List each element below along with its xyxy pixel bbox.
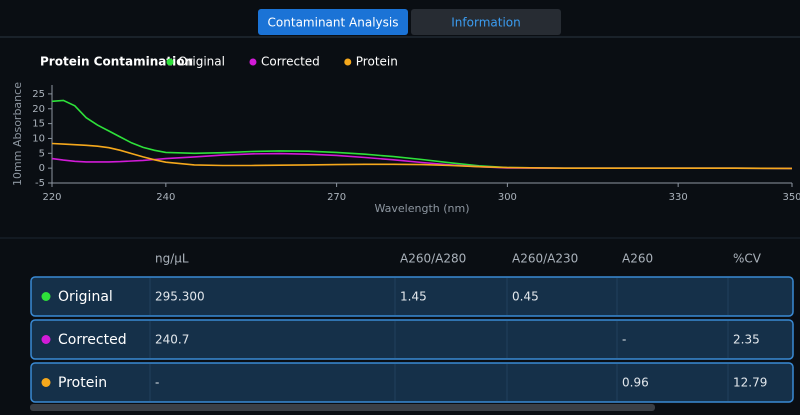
column-header: ng/µL (155, 252, 189, 266)
legend-label: Protein (356, 55, 398, 69)
y-tick-label: 5 (39, 148, 45, 159)
legend-label: Original (178, 55, 225, 69)
cell: 295.300 (155, 290, 205, 304)
x-axis-label: Wavelength (nm) (374, 202, 469, 215)
legend-dot (249, 58, 257, 66)
cell: - (155, 376, 159, 390)
cell: - (622, 333, 626, 347)
legend-dot (166, 58, 174, 66)
x-tick-label: 350 (782, 192, 800, 203)
series-line (51, 142, 793, 170)
x-tick-label: 240 (156, 192, 175, 203)
legend-label: Corrected (261, 55, 320, 69)
y-tick-label: 15 (32, 119, 45, 130)
cell: 0.45 (512, 290, 539, 304)
cell: 240.7 (155, 333, 189, 347)
scrollbar[interactable] (30, 404, 655, 411)
x-tick-label: 270 (327, 192, 346, 203)
y-tick-label: -5 (35, 178, 45, 189)
row-label: Protein (58, 375, 107, 391)
row-label: Original (58, 289, 113, 305)
tab[interactable] (411, 9, 561, 35)
row-dot (41, 335, 51, 344)
table-row[interactable] (30, 319, 794, 360)
y-tick-label: 20 (32, 104, 45, 115)
chart-title: Protein Contamination (40, 55, 193, 69)
x-tick-label: 330 (669, 192, 688, 203)
cell: 0.96 (622, 376, 649, 390)
y-axis-label: 10mm Absorbance (11, 82, 24, 186)
y-tick-label: 0 (39, 163, 45, 174)
tab-active[interactable] (258, 9, 408, 35)
cell: 12.79 (733, 376, 767, 390)
tab-label[interactable]: Contaminant Analysis (268, 16, 399, 30)
x-tick-label: 220 (42, 192, 61, 203)
cell: 2.35 (733, 333, 760, 347)
y-tick-label: 10 (32, 133, 45, 144)
row-dot (41, 378, 51, 387)
tab-label[interactable]: Information (451, 16, 520, 30)
y-tick-label: 25 (32, 89, 45, 100)
column-header: A260/A230 (512, 252, 578, 266)
table-row[interactable] (30, 276, 794, 317)
column-header: %CV (733, 252, 762, 266)
cell: 1.45 (400, 290, 427, 304)
row-label: Corrected (58, 332, 127, 348)
row-dot (41, 292, 51, 301)
x-tick-label: 300 (498, 192, 517, 203)
column-header: A260 (622, 252, 653, 266)
column-header: A260/A280 (400, 252, 466, 266)
legend-dot (344, 58, 352, 66)
table-row[interactable] (30, 362, 794, 403)
